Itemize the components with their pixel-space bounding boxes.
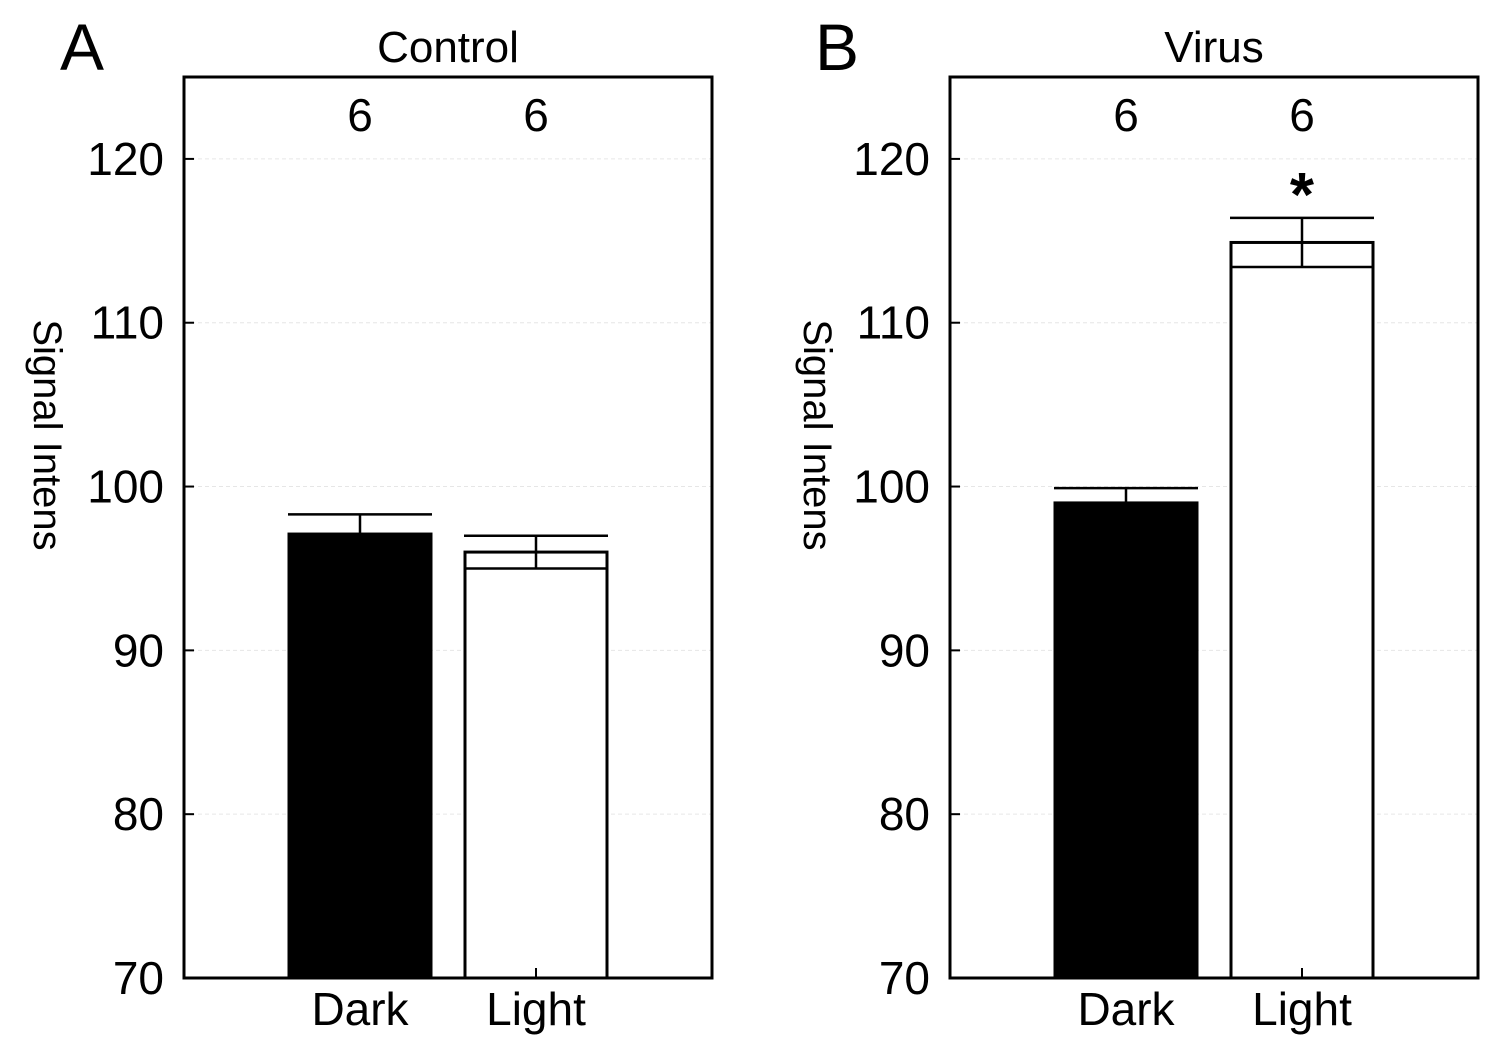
y-tick-label: 70 (879, 952, 930, 1004)
bar-dark (1053, 501, 1199, 980)
error-bar (288, 513, 432, 555)
significance-marker: * (1290, 161, 1315, 230)
plot-frame (948, 75, 1480, 980)
y-tick-label: 110 (91, 297, 164, 349)
y-tick-label: 80 (113, 788, 164, 840)
sample-size-label: 6 (347, 89, 373, 141)
panel-title: Virus (1164, 23, 1263, 72)
y-tick-label: 80 (879, 788, 930, 840)
y-tick-label: 90 (879, 624, 930, 676)
sample-size-label: 6 (523, 89, 549, 141)
y-axis-label: Signal Intens (25, 319, 69, 550)
x-tick-label-dark: Dark (311, 983, 409, 1035)
sample-size-label: 6 (1113, 89, 1139, 141)
error-bar (464, 534, 608, 570)
y-tick-label: 110 (857, 297, 930, 349)
x-tick-label-light: Light (486, 983, 586, 1035)
sample-size-label: 6 (1289, 89, 1315, 141)
bar-light (1229, 240, 1375, 980)
panel-b: 70 80 90 100 110 120 Dark Light 6 6 * Virus B Signal … (795, 10, 1480, 1035)
panel-title: Control (377, 23, 519, 72)
x-tick-label-light: Light (1252, 983, 1352, 1035)
bar-dark (287, 532, 433, 980)
bar-light (463, 550, 609, 980)
y-tick-label: 70 (113, 952, 164, 1004)
panel-letter: B (815, 10, 859, 84)
y-tick-label: 120 (853, 133, 930, 185)
y-axis-label: Signal Intens (795, 319, 839, 550)
y-tick-label: 100 (853, 461, 930, 513)
panel-letter: A (60, 10, 104, 84)
x-tick-label-dark: Dark (1077, 983, 1175, 1035)
y-tick-label: 90 (113, 624, 164, 676)
error-bar (1230, 216, 1374, 269)
y-tick-label: 100 (87, 461, 164, 513)
plot-frame (182, 75, 714, 980)
y-tick-label: 120 (87, 133, 164, 185)
error-bar (1054, 486, 1198, 519)
